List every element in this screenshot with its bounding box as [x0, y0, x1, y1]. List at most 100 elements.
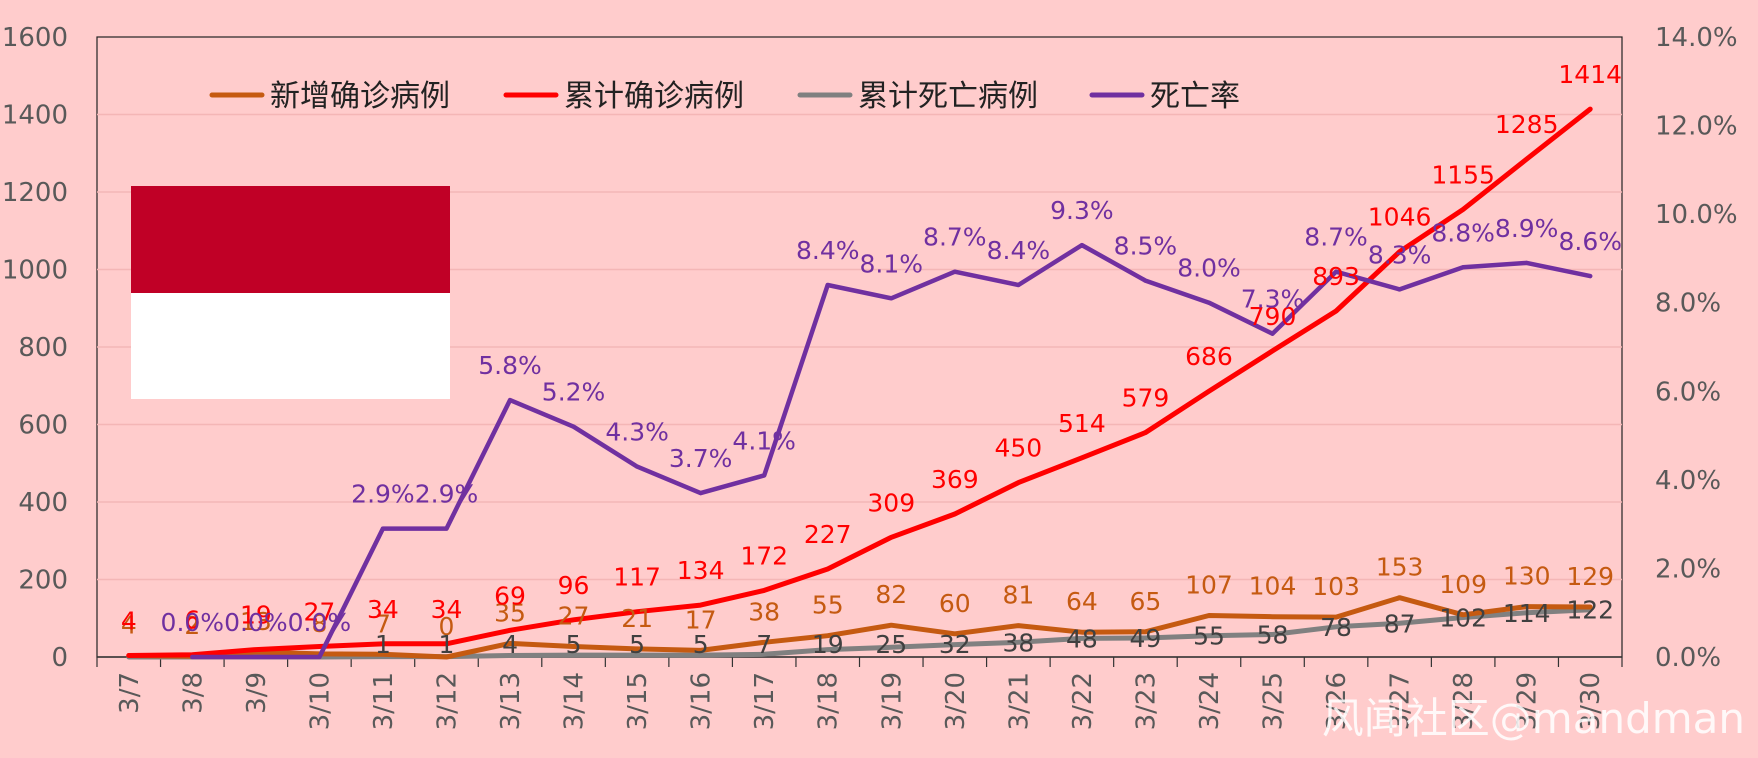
x-tick-label: 3/8: [178, 672, 208, 714]
data-point: [1397, 595, 1402, 600]
data-point: [1270, 348, 1275, 353]
x-tick-label: 3/27: [1386, 672, 1416, 730]
data-label: 0: [439, 612, 455, 641]
data-point: [762, 588, 767, 593]
x-tick-label: 3/23: [1131, 672, 1161, 730]
data-point: [952, 642, 957, 647]
data-label: 64: [1066, 587, 1098, 616]
x-tick-label: 3/30: [1576, 672, 1606, 730]
data-label: 153: [1376, 553, 1424, 582]
data-point: [444, 655, 449, 659]
data-point: [1270, 331, 1275, 336]
data-point: [698, 491, 703, 496]
data-label: 2: [184, 611, 200, 640]
x-tick-label: 3/12: [432, 672, 462, 730]
x-tick-label: 3/22: [1068, 672, 1098, 730]
x-tick-label: 3/24: [1195, 672, 1225, 730]
data-label: 5: [566, 630, 582, 659]
y-left-tick-label: 400: [18, 488, 68, 518]
data-point: [635, 609, 640, 614]
data-point: [1079, 636, 1084, 641]
data-label: 104: [1249, 572, 1297, 601]
data-point: [889, 535, 894, 540]
data-point: [444, 641, 449, 646]
y-left-tick-label: 0: [51, 643, 68, 673]
x-tick-label: 3/16: [687, 672, 717, 730]
y-right-tick-label: 4.0%: [1655, 466, 1721, 496]
data-label: 1285: [1495, 110, 1559, 139]
data-point: [508, 398, 513, 403]
data-point: [1461, 612, 1466, 617]
data-label: 579: [1122, 384, 1170, 413]
data-point: [762, 652, 767, 657]
x-tick-label: 3/29: [1513, 672, 1543, 730]
data-point: [1143, 636, 1148, 641]
x-tick-label: 3/13: [496, 672, 526, 730]
data-label: 3.7%: [669, 444, 733, 473]
data-label: 172: [740, 541, 788, 570]
data-point: [253, 647, 258, 652]
data-point: [1461, 265, 1466, 270]
data-point: [1079, 243, 1084, 248]
data-point: [253, 655, 258, 659]
data-label: 8.8%: [1431, 218, 1495, 247]
data-point: [889, 645, 894, 650]
data-label: 38: [748, 597, 780, 626]
data-point: [380, 652, 385, 657]
data-label: 55: [1193, 622, 1225, 651]
data-label: 7: [375, 609, 391, 638]
data-label: 8.7%: [923, 223, 987, 252]
data-label: 790: [1249, 302, 1297, 331]
data-label: 8.6%: [1558, 227, 1622, 256]
data-point: [1524, 604, 1529, 609]
data-label: 27: [558, 602, 590, 631]
data-label: 21: [621, 604, 653, 633]
data-label: 114: [1503, 599, 1551, 628]
data-point: [444, 526, 449, 531]
data-label: 686: [1185, 342, 1233, 371]
data-point: [508, 628, 513, 633]
data-point: [698, 653, 703, 658]
y-left-tick-label: 1400: [2, 101, 68, 131]
data-label: 1155: [1431, 160, 1495, 189]
data-point: [1588, 605, 1593, 610]
data-point: [508, 653, 513, 658]
data-label: 1: [439, 630, 455, 659]
legend-label: 累计确诊病例: [564, 79, 744, 114]
data-label: 893: [1312, 262, 1360, 291]
data-point: [1524, 610, 1529, 615]
data-point: [825, 283, 830, 287]
series-line: [126, 106, 1593, 658]
data-label: 117: [613, 563, 661, 592]
y-left-tick-label: 600: [18, 411, 68, 441]
data-label: 450: [994, 434, 1042, 463]
x-tick-label: 3/19: [877, 672, 907, 730]
x-tick-label: 3/15: [623, 672, 653, 730]
x-tick-label: 3/25: [1259, 672, 1289, 730]
x-tick-label: 3/18: [814, 672, 844, 730]
data-label: 8.7%: [1304, 223, 1368, 252]
data-label: 8.1%: [860, 249, 924, 278]
data-point: [1270, 632, 1275, 637]
data-point: [1461, 207, 1466, 212]
data-point: [1016, 623, 1021, 628]
data-label: 102: [1439, 603, 1487, 632]
data-label: 5.8%: [478, 351, 542, 380]
data-label: 6: [184, 606, 200, 635]
data-label: 7: [756, 630, 772, 659]
data-label: 35: [494, 598, 526, 627]
x-tick-label: 3/11: [369, 672, 399, 730]
data-label: 32: [939, 630, 971, 659]
data-point: [571, 644, 576, 649]
data-point: [1588, 107, 1593, 112]
data-label: 0.0%: [161, 608, 225, 637]
data-point: [317, 655, 322, 659]
data-label: 8.3%: [1368, 240, 1432, 269]
y-left-tick-label: 1600: [2, 23, 68, 53]
data-point: [1206, 389, 1211, 394]
data-label: 60: [939, 589, 971, 618]
data-label: 13: [240, 607, 272, 636]
data-point: [1588, 274, 1593, 279]
x-tick-label: 3/21: [1004, 672, 1034, 730]
